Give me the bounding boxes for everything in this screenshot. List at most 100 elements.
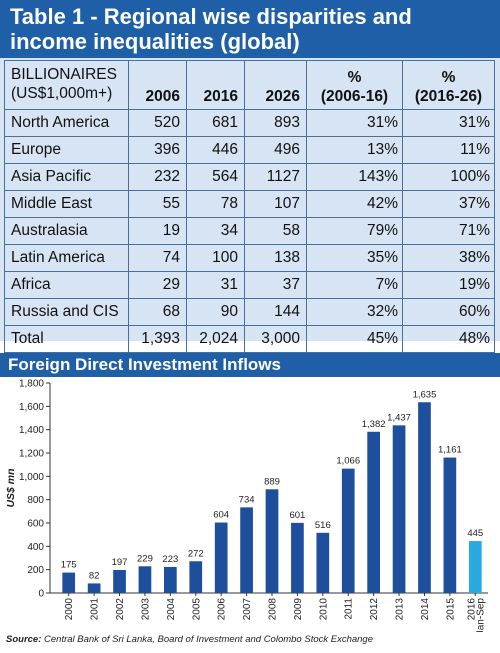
table-body: North America 520 681 893 31% 31% Europe 396 446… [4,109,495,353]
y-tick-label: 200 [27,565,44,576]
table-header-row: BILLIONAIRES (US$1,000m+) 2006 2016 2026… [4,60,495,110]
cell-pct-2006-16: 13% [306,136,403,164]
bar [240,507,253,593]
data-label: 1,382 [362,419,386,430]
x-tick-label: 2016 [466,598,477,621]
data-label: 223 [162,554,178,565]
bar [367,431,380,593]
cell-2006: 19 [128,217,187,245]
bar [87,583,101,593]
data-label: 1,635 [413,389,437,400]
table-row: Asia Pacific 232 564 1127 143% 100% [4,163,495,191]
data-label: 1,066 [336,456,360,467]
chart-title: Foreign Direct Investment Inflows [0,353,500,377]
cell-pct-2006-16: 35% [306,244,403,272]
cell-pct-2006-16: 79% [306,217,403,245]
table1-title: Table 1 - Regional wise disparities and … [0,0,500,58]
data-label: 175 [61,560,77,571]
cell-2006: 1,393 [128,325,187,353]
cell-region: North America [4,109,129,137]
cell-2026: 893 [244,109,307,137]
header-pct-2006-16: % (2006-16) [306,60,403,110]
source-label: Source: [6,634,42,645]
x-tick-label: 2003 [140,598,151,621]
cell-region: Total [4,325,129,353]
cell-2026: 107 [244,190,307,218]
cell-2006: 68 [128,298,187,326]
cell-region: Australasia [4,217,129,245]
fdi-chart-panel: 0 200 400 600 800 1,000 1,200 1,400 1,600 1,800 US… [0,377,500,632]
cell-pct-2006-16: 42% [306,190,403,218]
x-tick-label: 2011 [344,598,355,620]
bar [265,489,279,593]
data-label: 272 [188,548,204,559]
cell-region: Russia and CIS [4,298,129,326]
cell-2006: 396 [128,136,187,164]
data-label: 734 [239,494,255,505]
cell-pct-2016-26: 38% [402,244,495,272]
header-pct2-line2: (2016-26) [414,88,483,105]
x-tick-label: 2005 [191,598,202,621]
cell-pct-2006-16: 31% [306,109,403,137]
data-label: 1,437 [387,412,411,423]
x-tick-label: 2014 [420,598,431,621]
cell-2016: 90 [186,298,245,326]
x-tick-label: 2010 [318,598,329,621]
x-tick-label: 2004 [166,598,177,621]
cell-pct-2006-16: 45% [306,325,403,353]
bar [138,566,152,593]
header-pct-2016-26: % (2016-26) [402,60,495,110]
x-tick-label: Jan-Sep [475,598,486,632]
table-row: Australasia 19 34 58 79% 71% [4,217,495,245]
y-tick-label: 1,600 [19,402,44,413]
data-label: 197 [112,557,128,568]
cell-pct-2016-26: 60% [402,298,495,326]
cell-2016: 34 [186,217,245,245]
cell-2026: 144 [244,298,307,326]
x-tick-label: 2012 [369,598,380,621]
bar [214,522,228,593]
cell-2006: 74 [128,244,187,272]
data-label: 889 [264,476,280,487]
cell-2006: 520 [128,109,187,137]
bar [392,425,406,593]
y-tick-label: 0 [38,589,44,600]
x-tick-label: 2008 [268,598,279,621]
billionaires-table: BILLIONAIRES (US$1,000m+) 2006 2016 2026… [4,60,495,353]
table1-panel: BILLIONAIRES (US$1,000m+) 2006 2016 2026… [0,58,500,353]
data-label: 1,161 [438,445,462,456]
data-label: 604 [213,510,229,521]
table-row: Europe 396 446 496 13% 11% [4,136,495,164]
bar [418,402,431,593]
data-label: 82 [89,570,100,581]
bar [468,541,482,593]
x-tick-label: 2001 [90,598,101,621]
cell-2016: 681 [186,109,245,137]
table1-title-line2: income inequalities (global) [10,29,300,54]
fdi-chart: 0 200 400 600 800 1,000 1,200 1,400 1,600 1,800 US… [5,379,488,632]
cell-2016: 78 [186,190,245,218]
table-row: Total 1,393 2,024 3,000 45% 48% [4,325,495,353]
cell-pct-2016-26: 48% [402,325,495,353]
cell-2016: 564 [186,163,245,191]
cell-2016: 446 [186,136,245,164]
x-tick-label: 2002 [115,598,126,621]
bar [341,468,355,593]
cell-2006: 55 [128,190,187,218]
cell-2026: 37 [244,271,307,299]
y-tick-label: 1,400 [19,425,44,436]
x-tick-label: 2015 [445,598,456,621]
y-tick-label: 1,000 [19,472,44,483]
data-label: 445 [467,528,483,539]
y-tick-label: 800 [27,495,44,506]
cell-2026: 3,000 [244,325,307,353]
bar [316,532,330,593]
header-pct1-line2: (2006-16) [320,88,389,105]
cell-2016: 2,024 [186,325,245,353]
cell-region: Middle East [4,190,129,218]
cell-2016: 31 [186,271,245,299]
y-axis-label: US$ mn [5,468,17,507]
cell-region: Asia Pacific [4,163,129,191]
header-2026: 2026 [244,60,307,110]
